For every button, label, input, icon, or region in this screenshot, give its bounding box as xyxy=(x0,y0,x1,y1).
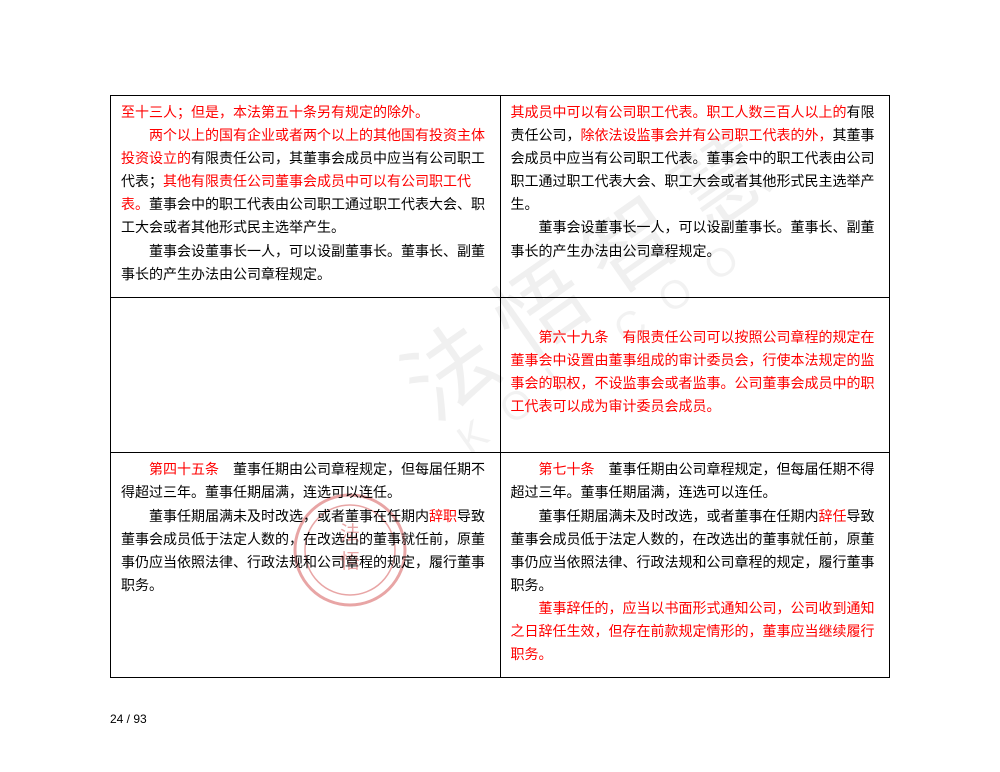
text: 董事会设董事长一人，可以设副董事长。董事长、副董事长的产生办法由公司章程规定。 xyxy=(121,245,485,283)
text: 辞任 xyxy=(819,510,847,525)
text: 董事任期届满未及时改选，或者董事在任期内 xyxy=(539,510,819,525)
text: 其成员中可以有公司职工代表。职工人数三百人以上的 xyxy=(511,106,847,121)
article-num: 第六十九条 xyxy=(539,331,609,346)
comparison-table: 至十三人；但是，本法第五十条另有规定的除外。 两个以上的国有企业或者两个以上的其… xyxy=(110,95,890,678)
cell-r2c1 xyxy=(111,297,501,453)
page-number: 24 / 93 xyxy=(110,712,147,726)
text: 董事任期届满未及时改选，或者董事在任期内 xyxy=(149,510,429,525)
text: 董事会中的职工代表由公司职工通过职工代表大会、职工大会或者其他形式民主选举产生。 xyxy=(121,198,485,236)
table-row: 至十三人；但是，本法第五十条另有规定的除外。 两个以上的国有企业或者两个以上的其… xyxy=(111,96,890,298)
cell-r2c2: 第六十九条 有限责任公司可以按照公司章程的规定在董事会中设置由董事组成的审计委员… xyxy=(500,297,890,453)
table-row: 第六十九条 有限责任公司可以按照公司章程的规定在董事会中设置由董事组成的审计委员… xyxy=(111,297,890,453)
cell-r3c2: 第七十条 董事任期由公司章程规定，但每届任期不得超过三年。董事任期届满，连选可以… xyxy=(500,453,890,678)
text: 董事辞任的，应当以书面形式通知公司，公司收到通知之日辞任生效，但存在前款规定情形… xyxy=(511,602,875,663)
cell-r1c2: 其成员中可以有公司职工代表。职工人数三百人以上的有限责任公司，除依法设监事会并有… xyxy=(500,96,890,298)
article-num: 第七十条 xyxy=(539,463,595,478)
cell-r3c1: 第四十五条 董事任期由公司章程规定，但每届任期不得超过三年。董事任期届满，连选可… xyxy=(111,453,501,678)
table-row: 第四十五条 董事任期由公司章程规定，但每届任期不得超过三年。董事任期届满，连选可… xyxy=(111,453,890,678)
text: 除依法设监事会并有公司职工代表的外， xyxy=(581,129,833,144)
text: 辞职 xyxy=(429,510,457,525)
text: 至十三人；但是，本法第五十条另有规定的除外。 xyxy=(121,106,429,121)
cell-r1c1: 至十三人；但是，本法第五十条另有规定的除外。 两个以上的国有企业或者两个以上的其… xyxy=(111,96,501,298)
article-num: 第四十五条 xyxy=(149,463,219,478)
text: 董事会设董事长一人，可以设副董事长。董事长、副董事长的产生办法由公司章程规定。 xyxy=(511,221,875,259)
page-content: 至十三人；但是，本法第五十条另有规定的除外。 两个以上的国有企业或者两个以上的其… xyxy=(110,95,890,678)
